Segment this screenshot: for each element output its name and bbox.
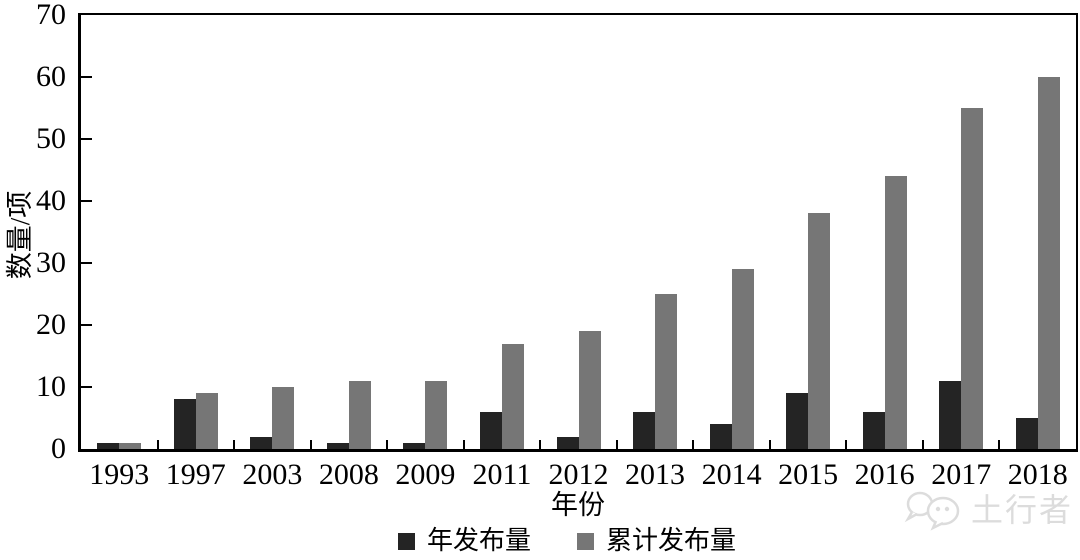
x-tick-mark — [539, 440, 542, 449]
x-tick-mark — [309, 440, 312, 449]
x-axis-title: 年份 — [551, 490, 605, 520]
bar-cumulative-2009 — [425, 380, 448, 449]
x-tick-mark — [233, 440, 236, 449]
y-tick-mark — [81, 386, 92, 388]
bar-cumulative-2016 — [884, 176, 907, 449]
bar-annual-2008 — [326, 442, 349, 449]
y-tick-label-0: 0 — [51, 432, 66, 465]
x-tick-label-1993: 1993 — [89, 458, 150, 491]
y-tick-mark — [81, 324, 92, 326]
x-tick-mark — [462, 440, 465, 449]
bar-annual-2015 — [786, 393, 809, 449]
bar-annual-2011 — [479, 411, 502, 449]
y-tick-label-40: 40 — [36, 184, 66, 217]
x-tick-label-2013: 2013 — [625, 458, 686, 491]
bar-cumulative-2017 — [961, 108, 984, 449]
bar-cumulative-2012 — [578, 331, 601, 449]
bar-annual-1993 — [97, 442, 120, 449]
y-tick-label-20: 20 — [36, 308, 66, 341]
x-tick-label-2003: 2003 — [242, 458, 303, 491]
x-tick-label-2009: 2009 — [395, 458, 456, 491]
annual-series-swatch — [398, 532, 415, 550]
annual-series-label: 年发布量 — [427, 526, 532, 555]
bar-cumulative-2015 — [808, 213, 831, 449]
x-tick-mark — [615, 440, 618, 449]
y-axis-line — [78, 13, 81, 452]
watermark: 土行者 — [903, 488, 1073, 532]
x-tick-label-1997: 1997 — [165, 458, 226, 491]
bar-annual-2016 — [862, 411, 885, 449]
x-tick-mark — [768, 440, 771, 449]
plot-right-border — [1076, 13, 1078, 452]
y-tick-label-50: 50 — [36, 122, 66, 155]
x-tick-label-2016: 2016 — [854, 458, 915, 491]
bar-annual-2012 — [556, 436, 579, 449]
bar-cumulative-2011 — [501, 343, 524, 449]
x-tick-label-2015: 2015 — [778, 458, 839, 491]
y-tick-mark — [81, 76, 92, 78]
y-axis-title: 数量/项 — [5, 190, 35, 280]
bar-annual-2017 — [939, 380, 962, 449]
x-tick-label-2008: 2008 — [318, 458, 379, 491]
bar-cumulative-2018 — [1037, 77, 1060, 449]
y-tick-label-30: 30 — [36, 246, 66, 279]
bar-annual-2014 — [709, 424, 732, 449]
x-tick-mark — [998, 440, 1001, 449]
x-axis-line — [78, 449, 1078, 452]
x-tick-label-2018: 2018 — [1007, 458, 1068, 491]
bar-cumulative-2003 — [272, 387, 295, 449]
bar-annual-1997 — [173, 399, 196, 449]
y-tick-label-10: 10 — [36, 370, 66, 403]
cumulative-series-label: 累计发布量 — [606, 526, 737, 555]
legend: 年发布量 累计发布量 — [398, 528, 736, 554]
x-tick-label-2014: 2014 — [701, 458, 762, 491]
x-tick-label-2012: 2012 — [548, 458, 609, 491]
y-tick-mark — [81, 200, 92, 202]
x-tick-mark — [156, 440, 159, 449]
bar-annual-2009 — [403, 442, 426, 449]
x-tick-mark — [845, 440, 848, 449]
x-tick-mark — [386, 440, 389, 449]
watermark-text: 土行者 — [971, 492, 1074, 528]
plot-top-border — [78, 13, 1078, 15]
cumulative-series-swatch — [577, 532, 595, 550]
x-tick-label-2011: 2011 — [472, 458, 532, 491]
y-tick-label-60: 60 — [36, 60, 66, 93]
y-tick-label-70: 70 — [36, 0, 66, 31]
y-tick-mark — [81, 138, 92, 140]
x-tick-label-2017: 2017 — [931, 458, 992, 491]
y-tick-mark — [81, 262, 92, 264]
bar-annual-2013 — [633, 411, 656, 449]
bar-cumulative-2008 — [348, 380, 371, 449]
bar-annual-2018 — [1015, 418, 1038, 449]
bar-cumulative-1993 — [119, 442, 142, 449]
legend-item-annual: 年发布量 — [398, 528, 531, 554]
bar-cumulative-2013 — [655, 294, 678, 449]
x-tick-mark — [921, 440, 924, 449]
bar-cumulative-1997 — [195, 393, 218, 449]
x-tick-mark — [692, 440, 695, 449]
wechat-icon — [904, 491, 960, 531]
bar-cumulative-2014 — [731, 269, 754, 449]
legend-item-cumulative: 累计发布量 — [577, 528, 736, 554]
bar-annual-2003 — [250, 436, 273, 449]
